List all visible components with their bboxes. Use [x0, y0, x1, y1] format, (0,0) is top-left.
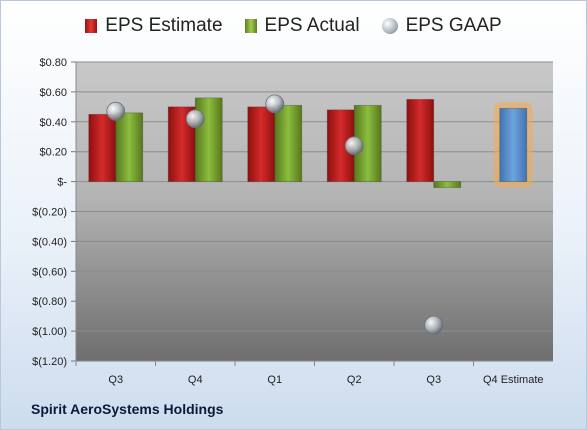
y-tick-label: $(0.80) [32, 296, 67, 308]
bar-eps-actual [433, 181, 462, 188]
legend-label-estimate: EPS Estimate [105, 15, 223, 36]
company-name: Spirit AeroSystems Holdings [31, 401, 224, 417]
y-tick-label: $(0.20) [32, 207, 67, 219]
bar-eps-estimate [88, 113, 117, 182]
y-tick-label: $0.80 [39, 57, 67, 69]
legend-item-estimate: EPS Estimate [85, 15, 223, 37]
bar-eps-estimate [247, 106, 276, 182]
bar-eps-actual [274, 104, 303, 183]
x-tick-label: Q3 [108, 374, 123, 386]
y-tick-label: $(0.40) [32, 236, 67, 248]
legend-swatch-estimate [85, 19, 98, 33]
marker-eps-gaap [424, 315, 444, 335]
y-tick-label: $(0.60) [32, 266, 67, 278]
x-tick-label: Q1 [267, 374, 282, 386]
y-tick-label: $0.40 [39, 117, 67, 129]
y-tick-label: $0.20 [39, 147, 67, 159]
legend-item-gaap: EPS GAAP [381, 15, 502, 37]
legend-label-actual: EPS Actual [264, 15, 360, 36]
y-tick-label: $(1.20) [32, 356, 67, 368]
bar-eps-actual [115, 112, 144, 182]
marker-eps-gaap [185, 109, 205, 129]
y-tick-label: $- [57, 177, 67, 189]
legend-label-gaap: EPS GAAP [405, 15, 502, 36]
bar-eps-estimate [406, 98, 435, 182]
marker-eps-gaap [265, 94, 285, 114]
legend-item-actual: EPS Actual [244, 15, 360, 37]
legend-swatch-actual [244, 19, 257, 33]
marker-eps-gaap [106, 101, 126, 121]
bar-eps-actual [194, 97, 223, 182]
legend-swatch-gaap [381, 18, 398, 34]
chart-legend: EPS Estimate EPS Actual EPS GAAP [1, 15, 586, 37]
x-tick-label: Q4 Estimate [483, 374, 544, 386]
y-tick-label: $0.60 [39, 87, 67, 99]
x-tick-label: Q3 [426, 374, 441, 386]
x-tick-label: Q4 [188, 374, 203, 386]
marker-eps-gaap [344, 136, 364, 156]
y-tick-label: $(1.00) [32, 326, 67, 338]
bar-eps-forecast [499, 107, 528, 182]
x-tick-label: Q2 [347, 374, 362, 386]
